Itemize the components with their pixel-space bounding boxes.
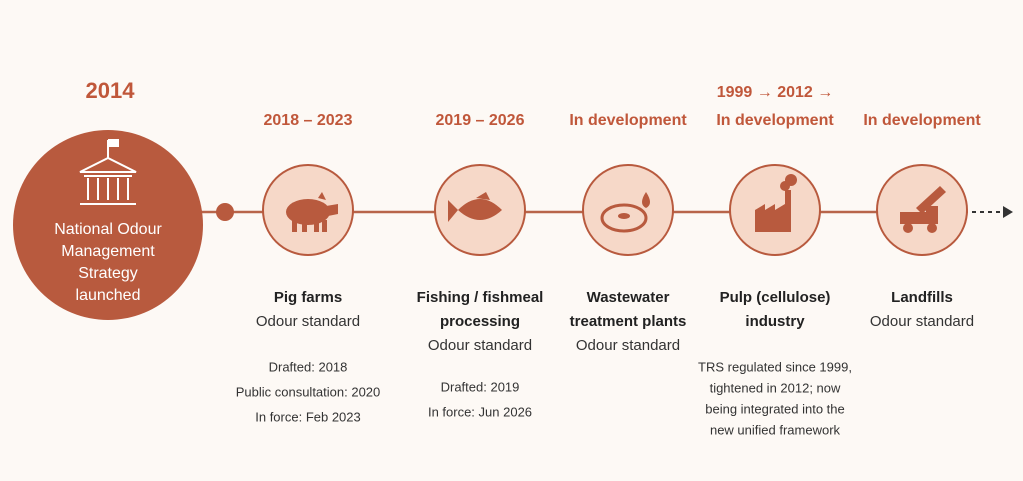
period: In development — [863, 112, 981, 129]
stage-subtitle: Odour standard — [428, 337, 532, 354]
start-label: Strategy — [78, 265, 138, 282]
stage-icon — [448, 192, 502, 222]
period: 2019 – 2026 — [436, 112, 525, 129]
start-circle — [13, 130, 203, 320]
stage-detail: In force: Jun 2026 — [428, 404, 532, 419]
start-label: Management — [61, 243, 155, 260]
stage-title: Wastewater — [587, 289, 670, 306]
stage-title: treatment plants — [570, 313, 687, 330]
stage-title: Fishing / fishmeal — [417, 289, 544, 306]
government-icon — [79, 139, 137, 205]
stage-detail: Drafted: 2019 — [441, 379, 520, 394]
arrow-head — [1003, 206, 1013, 218]
stage-circle — [582, 164, 674, 256]
pre-period: 1999 → 2012 → — [717, 84, 834, 101]
stage-subtitle: Odour standard — [256, 313, 360, 330]
stage-detail: Drafted: 2018 — [269, 359, 348, 374]
stage-detail: being integrated into the — [705, 401, 845, 416]
stage-icon — [286, 192, 338, 232]
stage-detail: In force: Feb 2023 — [255, 409, 361, 424]
stage-title: Pig farms — [274, 289, 342, 306]
stage-icon — [600, 192, 650, 233]
stage-icon — [755, 174, 797, 232]
start-label: launched — [76, 287, 141, 304]
stage-detail: TRS regulated since 1999, — [698, 359, 852, 374]
period: 2018 – 2023 — [264, 112, 353, 129]
stage-subtitle: Odour standard — [576, 337, 680, 354]
stage-title: Pulp (cellulose) — [720, 289, 831, 306]
start-year: 2014 — [86, 78, 136, 103]
stage-title: processing — [440, 313, 520, 330]
stage-title: Landfills — [891, 289, 953, 306]
stage-title: industry — [745, 313, 805, 330]
stage-detail: new unified framework — [710, 422, 841, 437]
start-label: National Odour — [54, 221, 162, 238]
stage-detail: tightened in 2012; now — [710, 380, 841, 395]
period: In development — [716, 112, 834, 129]
period: In development — [569, 112, 687, 129]
stage-detail: Public consultation: 2020 — [236, 384, 381, 399]
start-dot — [216, 203, 234, 221]
stage-subtitle: Odour standard — [870, 313, 974, 330]
stage-icon — [900, 186, 946, 233]
